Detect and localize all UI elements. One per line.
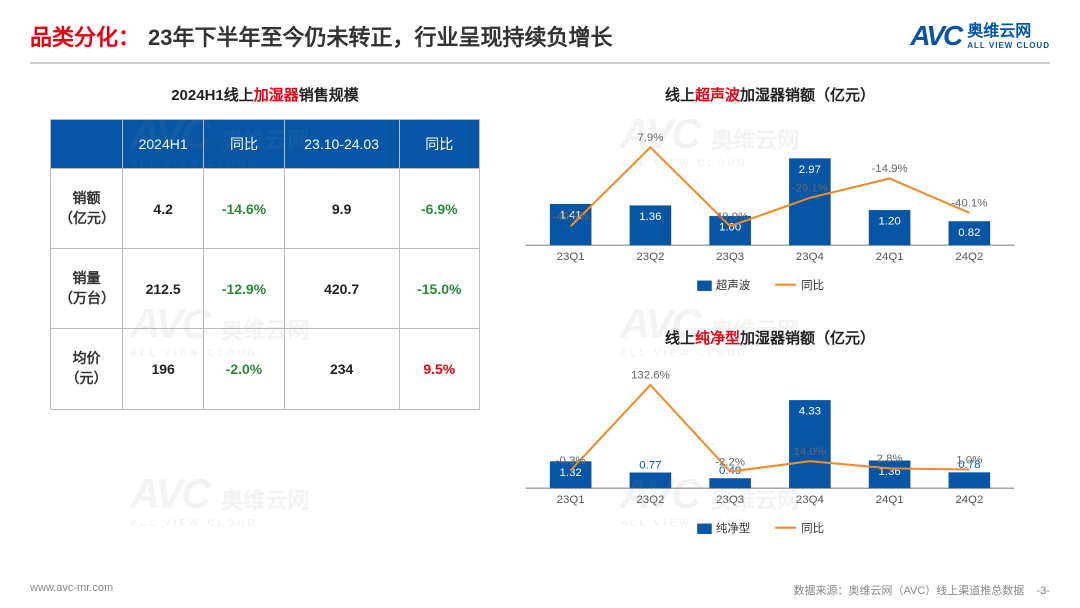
title-sub: 23年下半年至今仍未转正，行业呈现持续负增长 (148, 20, 612, 52)
table-cell: 均价 （元） (51, 329, 123, 409)
chart-category-label: 23Q4 (796, 251, 825, 263)
chart-category-label: 23Q2 (636, 494, 664, 506)
chart-top: 1.4123Q11.3623Q21.0023Q32.9723Q41.2024Q1… (510, 119, 1030, 309)
table-cell: 196 (123, 329, 204, 409)
chart-top-title-highlight: 超声波 (695, 87, 740, 104)
chart-bar-label: 1.20 (878, 216, 900, 228)
table-col-header (51, 120, 123, 169)
chart-line-label: -49.9% (712, 211, 748, 223)
chart-line-label: 14.0% (794, 446, 826, 458)
table-col-header: 23.10-24.03 (284, 120, 399, 169)
logo-mark: AVC (910, 20, 961, 52)
table-title-highlight: 加湿器 (254, 87, 299, 104)
svg-text:同比: 同比 (801, 522, 824, 535)
logo-subtext: ALL VIEW CLOUD (967, 41, 1050, 50)
chart-bottom-title: 线上纯净型加湿器销额（亿元） (510, 327, 1030, 348)
header: 品类分化： 23年下半年至今仍未转正，行业呈现持续负增长 AVC 奥维云网 AL… (30, 20, 1050, 64)
logo-text: 奥维云网 (967, 23, 1031, 40)
chart-category-label: 23Q3 (716, 251, 744, 263)
logo: AVC 奥维云网 ALL VIEW CLOUD (910, 20, 1050, 52)
chart-bar-label: 4.33 (799, 406, 821, 418)
table-cell: -14.6% (204, 169, 284, 249)
title-main: 品类分化： (30, 20, 140, 52)
table-row: 均价 （元）196-2.0%2349.5% (51, 329, 480, 409)
table-cell: 420.7 (284, 249, 399, 329)
chart-category-label: 23Q2 (636, 251, 664, 263)
chart-line-label: -0.3% (556, 455, 586, 467)
chart-category-label: 24Q1 (876, 494, 904, 506)
chart-line-label: 1.0% (956, 454, 982, 466)
chart-line-label: 2.8% (877, 453, 903, 465)
chart-line-label: -40.1% (951, 198, 987, 210)
table-cell: -6.9% (399, 169, 479, 249)
chart-bar-label: 0.77 (639, 459, 661, 471)
table-title-prefix: 2024H1线上 (171, 87, 254, 104)
chart-legend: 纯净型 同比 (697, 521, 824, 535)
svg-text:同比: 同比 (801, 279, 824, 292)
table-cell: 销量 （万台） (51, 249, 123, 329)
chart-line-label: -14.9% (871, 163, 907, 175)
table-col-header: 同比 (204, 120, 284, 169)
sales-table: 2024H1同比23.10-24.03同比 销额 （亿元）4.2-14.6%9.… (50, 119, 480, 410)
table-cell: 212.5 (123, 249, 204, 329)
chart-top-title-prefix: 线上 (665, 87, 695, 104)
chart-bottom-title-highlight: 纯净型 (695, 330, 740, 347)
table-row: 销量 （万台）212.5-12.9%420.7-15.0% (51, 249, 480, 329)
chart-bar (709, 478, 751, 488)
chart-category-label: 24Q1 (876, 251, 904, 263)
chart-category-label: 23Q1 (557, 494, 585, 506)
table-cell: 9.5% (399, 329, 479, 409)
svg-text:超声波: 超声波 (716, 278, 751, 292)
chart-line (571, 385, 970, 472)
chart-bar (630, 473, 672, 489)
table-row: 销额 （亿元）4.2-14.6%9.9-6.9% (51, 169, 480, 249)
chart-bar-label: 2.97 (799, 164, 821, 176)
chart-bar-label: 0.82 (958, 227, 980, 239)
chart-top-title: 线上超声波加湿器销额（亿元） (510, 84, 1030, 105)
table-cell: -2.0% (204, 329, 284, 409)
footer-page: -3- (1037, 585, 1050, 597)
chart-line-label: -49.9% (553, 211, 589, 223)
table-title-suffix: 销售规模 (299, 87, 359, 104)
chart-bar-label: 1.32 (560, 467, 582, 479)
chart-category-label: 24Q2 (955, 494, 983, 506)
table-cell: 销额 （亿元） (51, 169, 123, 249)
table-col-header: 同比 (399, 120, 479, 169)
chart-bottom: 1.3223Q10.7723Q20.4923Q34.3323Q41.3624Q1… (510, 362, 1030, 552)
chart-top-title-suffix: 加湿器销额（亿元） (740, 87, 875, 104)
chart-line-label: -29.1% (792, 183, 828, 195)
chart-category-label: 23Q3 (716, 494, 744, 506)
page-title: 品类分化： 23年下半年至今仍未转正，行业呈现持续负增长 (30, 20, 613, 52)
table-title: 2024H1线上加湿器销售规模 (50, 84, 480, 105)
chart-bottom-title-suffix: 加湿器销额（亿元） (740, 330, 875, 347)
footer-source: 数据来源：奥维云网（AVC）线上渠道推总数据 (794, 585, 1025, 597)
chart-category-label: 23Q1 (557, 251, 585, 263)
chart-line-label: 132.6% (631, 370, 670, 382)
chart-line-label: 7.9% (637, 132, 663, 144)
chart-category-label: 23Q4 (796, 494, 825, 506)
chart-legend: 超声波 同比 (697, 278, 824, 292)
table-cell: -12.9% (204, 249, 284, 329)
table-col-header: 2024H1 (123, 120, 204, 169)
chart-bar (949, 472, 991, 488)
footer-url: www.avc-mr.com (30, 582, 113, 598)
chart-line-label: -2.2% (715, 456, 745, 468)
svg-text:纯净型: 纯净型 (716, 521, 750, 535)
table-cell: 9.9 (284, 169, 399, 249)
chart-bar-label: 1.36 (639, 211, 661, 223)
chart-category-label: 24Q2 (955, 251, 983, 263)
table-cell: 4.2 (123, 169, 204, 249)
table-cell: -15.0% (399, 249, 479, 329)
footer: www.avc-mr.com 数据来源：奥维云网（AVC）线上渠道推总数据 -3… (30, 582, 1050, 598)
table-cell: 234 (284, 329, 399, 409)
chart-bottom-title-prefix: 线上 (665, 330, 695, 347)
